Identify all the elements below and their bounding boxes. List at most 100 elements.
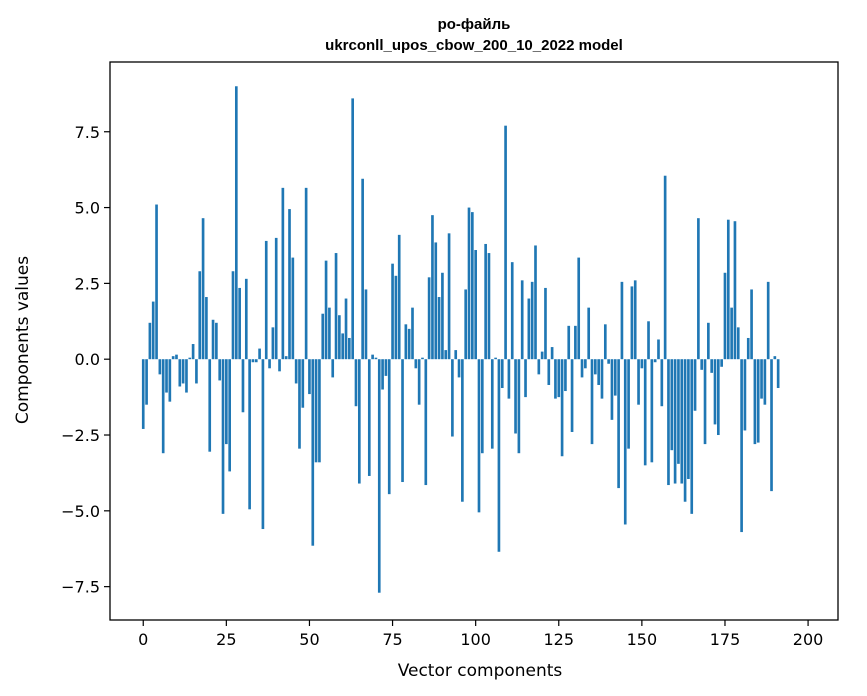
y-tick-label: −2.5 (61, 426, 100, 445)
bar (630, 286, 634, 360)
x-tick-label: 25 (216, 630, 236, 649)
bar (547, 359, 551, 385)
plot-frame (109, 61, 839, 621)
bar (480, 359, 484, 454)
x-tick-label: 100 (460, 630, 491, 649)
bar (766, 281, 770, 360)
x-tick-label: 75 (382, 630, 402, 649)
bar (653, 359, 657, 363)
bar (271, 327, 275, 360)
bar (484, 243, 487, 360)
bar (228, 359, 231, 472)
bar (195, 359, 198, 384)
bar (471, 212, 474, 360)
bar (168, 359, 172, 402)
bar (254, 359, 258, 363)
bar (427, 277, 431, 360)
bar (314, 359, 318, 463)
bar (773, 356, 777, 360)
bar (633, 280, 637, 360)
bar (148, 322, 152, 360)
bar (158, 359, 162, 375)
bar (650, 359, 654, 463)
bar (510, 262, 514, 360)
bar (467, 207, 471, 360)
bar (527, 298, 531, 360)
x-tick-label: 150 (627, 630, 658, 649)
bar (640, 359, 644, 369)
bar (231, 271, 235, 360)
bar (680, 359, 684, 484)
bar (607, 359, 610, 364)
bar (743, 359, 747, 431)
bar (421, 357, 424, 360)
bar (155, 204, 158, 360)
bar (281, 187, 285, 360)
bar (577, 257, 581, 360)
y-axis-label: Components values (13, 256, 33, 424)
y-tick-label: 7.5 (75, 123, 100, 142)
bar (205, 297, 208, 360)
bar (627, 359, 630, 449)
bar (464, 289, 468, 360)
bar (487, 253, 491, 360)
bar (304, 187, 308, 360)
bar (736, 327, 740, 360)
bar (328, 307, 331, 360)
bar (258, 348, 261, 360)
bar (171, 356, 175, 360)
bar (218, 359, 222, 381)
bar (141, 359, 145, 429)
y-tick-label: 0.0 (75, 350, 100, 369)
bar (717, 359, 720, 436)
bar (756, 359, 760, 443)
chart-title-line1: ро-файль (438, 16, 511, 33)
bar (251, 359, 255, 363)
bar (730, 307, 733, 360)
bar (687, 359, 690, 479)
bar (244, 278, 248, 360)
bar (308, 359, 311, 395)
bar (348, 337, 351, 360)
bar (175, 354, 178, 360)
bar (613, 359, 617, 396)
bar (643, 359, 647, 466)
bar (361, 178, 364, 360)
bar (720, 359, 723, 367)
x-axis-ticks: 0 25 50 75 100 125 150 175 200 (138, 620, 823, 649)
bar (324, 260, 328, 360)
bar (411, 307, 414, 360)
bar (700, 359, 704, 370)
bar (221, 359, 225, 514)
y-tick-label: 5.0 (75, 199, 100, 218)
bar (594, 359, 597, 375)
bar (690, 359, 694, 514)
bar (514, 359, 517, 434)
bar (437, 297, 441, 360)
bar (564, 359, 567, 392)
bar (537, 359, 541, 375)
bar (291, 257, 295, 360)
bar (474, 250, 477, 360)
bar (683, 359, 687, 502)
bar (234, 86, 238, 360)
bar (384, 359, 388, 376)
bar (707, 322, 710, 360)
y-axis-ticks: −7.5 −5.0 −2.5 0.0 2.5 5.0 7.5 (61, 123, 110, 597)
bar (394, 275, 398, 360)
bar (198, 271, 202, 360)
bar (311, 359, 315, 546)
bar (151, 301, 155, 360)
bar (321, 313, 325, 360)
bar (733, 221, 737, 360)
bar (225, 359, 228, 445)
bar (570, 359, 574, 432)
bar (357, 359, 361, 484)
bar (374, 357, 378, 360)
bar (264, 240, 268, 360)
bar (600, 359, 604, 399)
bar (713, 359, 717, 425)
bar (740, 359, 743, 533)
bar (610, 359, 614, 420)
